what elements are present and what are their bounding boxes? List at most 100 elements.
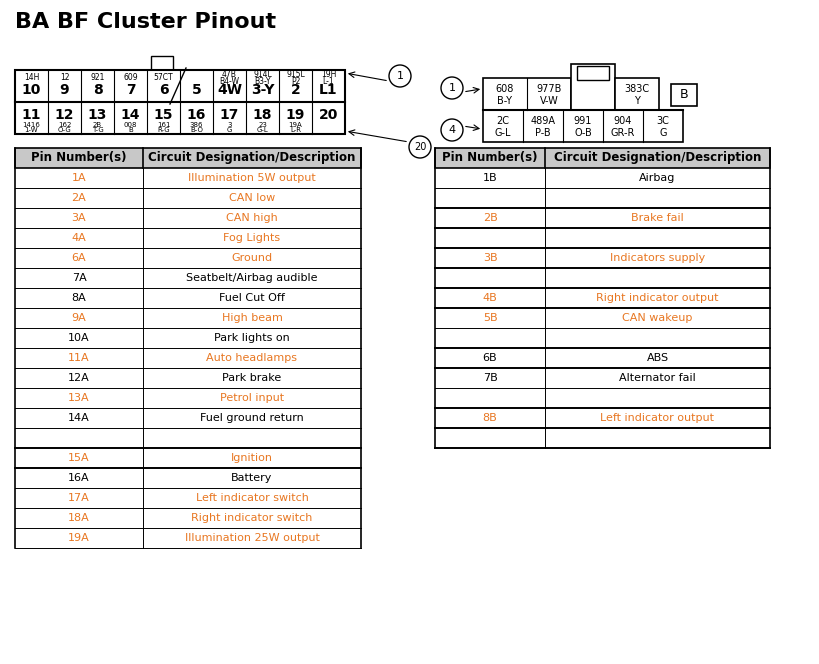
Text: 16: 16	[187, 108, 206, 122]
Text: 19H: 19H	[321, 70, 336, 79]
Text: 9A: 9A	[71, 313, 86, 323]
Text: 3C: 3C	[657, 116, 669, 126]
Text: 1: 1	[396, 71, 404, 81]
Text: Petrol input: Petrol input	[220, 393, 284, 403]
Text: Circuit Designation/Description: Circuit Designation/Description	[148, 151, 355, 165]
Text: 19: 19	[286, 108, 305, 122]
Text: B: B	[680, 88, 688, 102]
Text: L-1: L-1	[323, 77, 334, 86]
Text: B: B	[128, 127, 133, 133]
Bar	[15, 70, 345, 134]
Text: 008: 008	[124, 122, 138, 128]
Text: 13A: 13A	[68, 393, 90, 403]
Text: R-G: R-G	[157, 127, 170, 133]
Text: 3A: 3A	[72, 213, 86, 223]
Text: CAN wakeup: CAN wakeup	[622, 313, 693, 323]
Text: 18A: 18A	[68, 513, 90, 523]
Text: 4W: 4W	[217, 83, 242, 97]
Text: 1B: 1B	[482, 173, 497, 183]
Text: P2: P2	[291, 77, 301, 86]
Bar	[671, 84, 697, 106]
Text: 11A: 11A	[68, 353, 90, 363]
Text: 1A: 1A	[72, 173, 86, 183]
Text: Seatbelt/Airbag audible: Seatbelt/Airbag audible	[186, 273, 318, 283]
Text: 8B: 8B	[482, 413, 497, 423]
Text: O-G: O-G	[57, 127, 71, 133]
Text: 4B: 4B	[482, 293, 497, 303]
Text: 9: 9	[60, 83, 70, 97]
Text: 904: 904	[613, 116, 632, 126]
Text: 8A: 8A	[71, 293, 86, 303]
Text: G: G	[227, 127, 233, 133]
Text: Illumination 5W output: Illumination 5W output	[188, 173, 316, 183]
Text: 12: 12	[55, 108, 75, 122]
Bar	[15, 148, 361, 168]
Text: Ignition: Ignition	[231, 453, 273, 463]
Bar	[151, 56, 173, 70]
Text: 2B: 2B	[93, 122, 102, 128]
Text: 1: 1	[449, 83, 455, 93]
Text: 20: 20	[414, 142, 426, 152]
Text: T-G: T-G	[92, 127, 103, 133]
Text: 1-W: 1-W	[25, 127, 38, 133]
Text: B4-W: B4-W	[219, 77, 239, 86]
Text: 18: 18	[253, 108, 272, 122]
Text: CAN high: CAN high	[226, 213, 278, 223]
Text: Fuel ground return: Fuel ground return	[200, 413, 304, 423]
Text: 161: 161	[156, 122, 170, 128]
Text: 5B: 5B	[482, 313, 497, 323]
Bar	[571, 64, 615, 110]
Text: Y: Y	[634, 96, 640, 106]
Text: 10A: 10A	[68, 333, 90, 343]
Text: GR-R: GR-R	[611, 128, 636, 138]
Text: L-R: L-R	[290, 127, 301, 133]
Text: 3B: 3B	[482, 253, 497, 263]
Text: Indicators supply: Indicators supply	[610, 253, 705, 263]
Text: 17A: 17A	[68, 493, 90, 503]
Text: 20: 20	[319, 108, 338, 122]
Text: 2A: 2A	[71, 193, 86, 203]
Text: Right indicator output: Right indicator output	[596, 293, 719, 303]
Text: V-W: V-W	[540, 96, 559, 106]
Text: ABS: ABS	[646, 353, 668, 363]
Text: B-Y: B-Y	[497, 96, 513, 106]
Bar	[577, 66, 609, 80]
Text: 977B: 977B	[536, 84, 562, 94]
Text: 383C: 383C	[624, 84, 649, 94]
Text: Left indicator output: Left indicator output	[600, 413, 714, 423]
Text: B-O: B-O	[190, 127, 203, 133]
Text: 14H: 14H	[24, 72, 39, 82]
Text: 608: 608	[495, 84, 514, 94]
Text: B3-Y: B3-Y	[254, 77, 271, 86]
Text: Battery: Battery	[231, 473, 273, 483]
Text: 16A: 16A	[68, 473, 90, 483]
Text: 12A: 12A	[68, 373, 90, 383]
Text: Park brake: Park brake	[223, 373, 282, 383]
Bar	[435, 148, 770, 168]
Bar	[615, 78, 659, 110]
Text: 2: 2	[291, 83, 301, 97]
Text: 47B: 47B	[222, 70, 237, 79]
Text: Circuit Designation/Description: Circuit Designation/Description	[554, 151, 761, 165]
Text: High beam: High beam	[222, 313, 283, 323]
Text: G-L: G-L	[495, 128, 511, 138]
Text: 609: 609	[123, 72, 138, 82]
Text: Pin Number(s): Pin Number(s)	[442, 151, 538, 165]
Text: 162: 162	[58, 122, 71, 128]
Text: Airbag: Airbag	[640, 173, 676, 183]
Text: 6: 6	[159, 83, 169, 97]
Text: 4A: 4A	[71, 233, 86, 243]
Text: Right indicator switch: Right indicator switch	[192, 513, 313, 523]
Text: 914L: 914L	[253, 70, 272, 79]
Text: 14A: 14A	[68, 413, 90, 423]
Text: 2B: 2B	[482, 213, 497, 223]
Text: 15A: 15A	[68, 453, 90, 463]
Text: 57CT: 57CT	[154, 72, 174, 82]
Text: P-B: P-B	[535, 128, 551, 138]
Text: CAN low: CAN low	[229, 193, 275, 203]
Text: 6B: 6B	[482, 353, 497, 363]
Text: 10: 10	[22, 83, 41, 97]
Text: 1416: 1416	[23, 122, 40, 128]
Text: 11: 11	[22, 108, 41, 122]
Text: Ground: Ground	[232, 253, 273, 263]
